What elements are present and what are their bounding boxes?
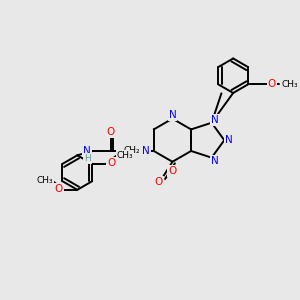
Text: N: N (142, 146, 150, 156)
Text: H: H (84, 154, 91, 163)
Text: O: O (268, 79, 276, 89)
Text: O: O (54, 184, 63, 194)
Text: O: O (154, 177, 163, 187)
Text: N: N (211, 115, 218, 125)
Text: CH₂: CH₂ (124, 146, 140, 155)
Text: CH₃: CH₃ (281, 80, 298, 89)
Text: N: N (225, 135, 233, 145)
Text: O: O (106, 128, 115, 137)
Text: O: O (107, 158, 115, 168)
Text: N: N (211, 156, 218, 166)
Text: CH₃: CH₃ (36, 176, 53, 185)
Text: N: N (83, 146, 91, 156)
Text: CH₃: CH₃ (117, 151, 134, 160)
Text: O: O (168, 166, 177, 176)
Text: N: N (169, 110, 176, 120)
